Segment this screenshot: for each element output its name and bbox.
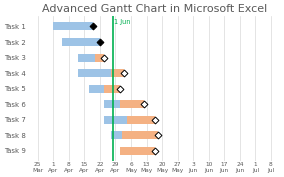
Text: 1 Jun: 1 Jun (114, 19, 131, 25)
Bar (120, 100, 144, 108)
Bar (104, 116, 127, 124)
Bar (78, 69, 111, 77)
Bar (120, 147, 155, 155)
Bar (111, 131, 122, 139)
Bar (122, 131, 158, 139)
Bar (104, 100, 120, 108)
Bar (62, 38, 100, 46)
Bar (95, 53, 104, 62)
Bar (127, 116, 155, 124)
Bar (78, 53, 95, 62)
Bar (53, 22, 93, 30)
Bar (111, 69, 124, 77)
Bar (104, 85, 120, 93)
Bar (89, 85, 104, 93)
Title: Advanced Gantt Chart in Microsoft Excel: Advanced Gantt Chart in Microsoft Excel (42, 4, 267, 14)
